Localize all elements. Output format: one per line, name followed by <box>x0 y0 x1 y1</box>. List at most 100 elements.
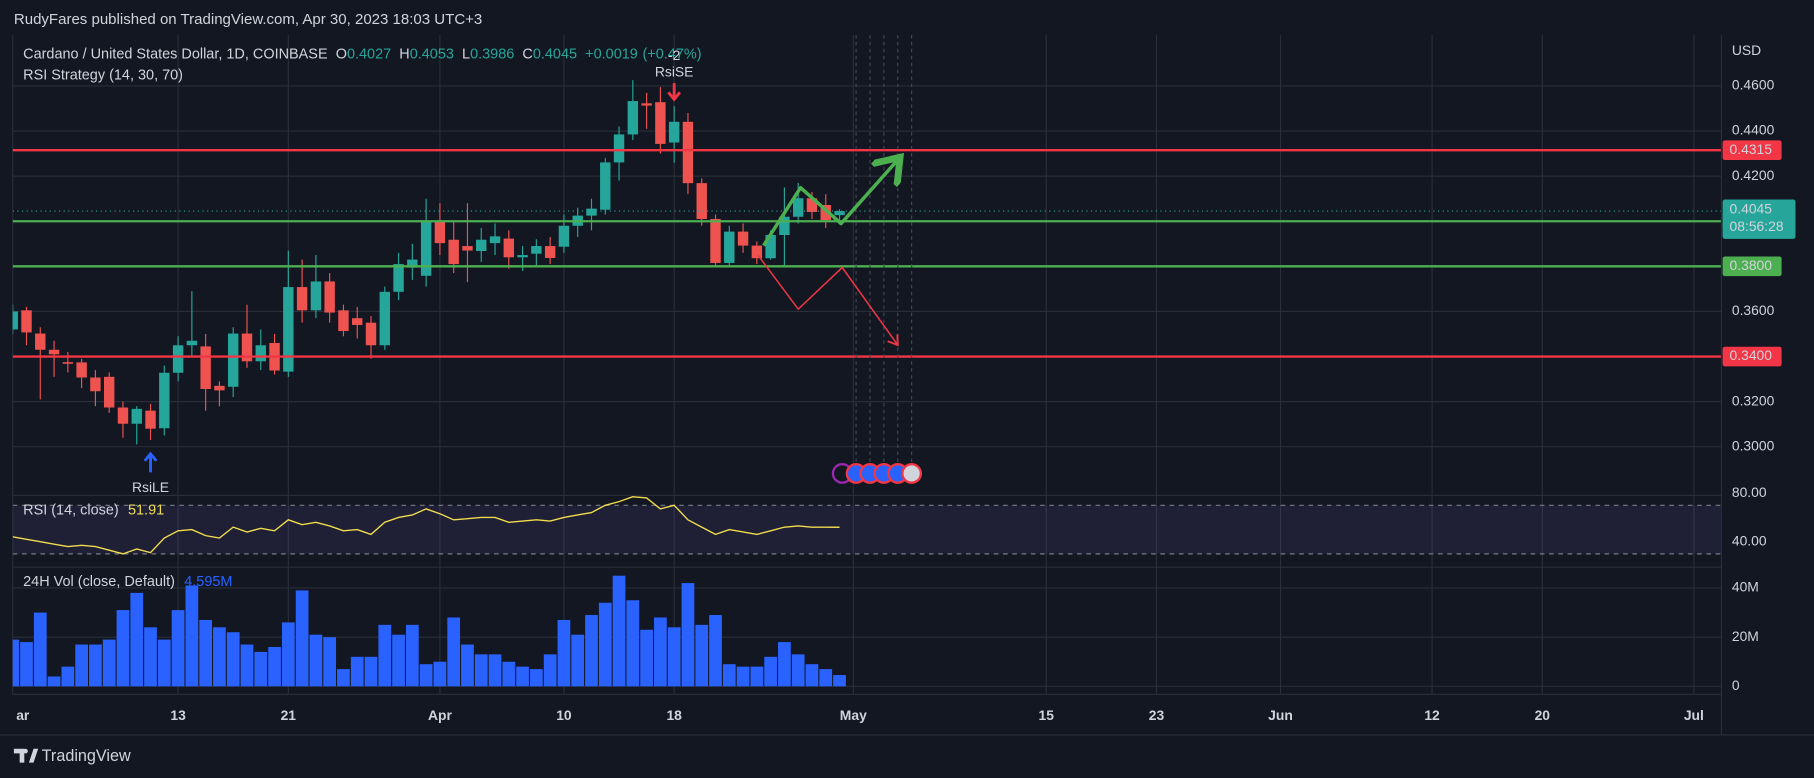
candle-body <box>737 231 749 246</box>
axes: ar 13 21 Apr 10 18 May 15 23 Jun 12 20 Jul 0.3000 0.32… <box>16 77 1796 723</box>
y-tick-label: 20M <box>1732 628 1759 644</box>
candle-body <box>407 259 418 268</box>
legend-key: L <box>462 46 470 62</box>
volume-bar <box>171 610 185 687</box>
volume-bar <box>709 615 722 687</box>
volume-bar <box>47 676 61 687</box>
candle-body <box>503 238 515 258</box>
rsi-line <box>12 496 840 555</box>
volume-bar <box>268 646 281 687</box>
volume-bar <box>378 624 392 687</box>
volume-bar <box>543 654 557 687</box>
last-price-label: 0.4045 <box>1730 201 1773 217</box>
volume-bar <box>598 602 612 687</box>
candle-body <box>765 234 776 259</box>
legend-value: 0.4053 <box>410 46 454 62</box>
y-tick-label: 0.4400 <box>1732 122 1775 138</box>
volume-bar <box>213 627 226 687</box>
y-tick-label: 0.4200 <box>1732 167 1775 183</box>
candle-body <box>682 121 694 184</box>
candle-body <box>724 231 735 263</box>
candle-body <box>296 287 308 311</box>
level-label-box <box>1722 346 1782 367</box>
volume-bar <box>226 632 240 687</box>
footer-logo <box>13 748 39 763</box>
y-tick-label: 40.00 <box>1732 532 1767 548</box>
candle-body <box>627 101 639 135</box>
bearish-projection <box>757 254 898 345</box>
candle-body <box>641 103 652 106</box>
volume-bar <box>419 664 433 687</box>
event-flags <box>831 463 923 484</box>
signal-arrow <box>143 451 158 473</box>
level-label-box <box>1722 140 1782 161</box>
y-tick-label: 0.3600 <box>1732 302 1775 318</box>
main-legend: Cardano / United States Dollar, 1D, COIN… <box>23 46 701 62</box>
volume-bar <box>654 617 667 687</box>
volume-bar <box>461 644 474 687</box>
footer-brand: TradingView <box>42 747 131 765</box>
candle-body <box>820 205 831 221</box>
candle-body <box>352 318 363 325</box>
volume-bar <box>530 669 543 687</box>
level-label: 0.4315 <box>1730 141 1773 157</box>
event-lines <box>855 34 913 469</box>
pane-separators <box>0 34 1814 736</box>
candle-body <box>613 134 625 163</box>
x-tick-label: ar <box>16 707 30 723</box>
volume-bar <box>323 637 337 687</box>
volume-bar <box>240 644 254 687</box>
currency-label: USD <box>1732 42 1761 58</box>
volume-bar <box>736 666 750 687</box>
candle-body <box>544 246 556 258</box>
x-tick-label: Jul <box>1684 707 1704 723</box>
drawings <box>757 34 923 484</box>
candle-body <box>324 281 335 313</box>
rsi-legend: RSI (14, close) 51.91 <box>23 502 164 518</box>
y-tick-label: 0.4600 <box>1732 77 1775 93</box>
volume-bar <box>612 575 626 687</box>
volume-bar <box>281 622 295 687</box>
volume-bar <box>488 654 502 687</box>
candle-body <box>145 410 156 429</box>
volume-bar <box>571 634 585 687</box>
strategy-legend: RSI Strategy (14, 30, 70) <box>23 67 183 83</box>
candle-body <box>710 218 721 263</box>
y-tick-label: 0.3000 <box>1732 437 1775 453</box>
candle-body <box>696 183 707 219</box>
volume-bar <box>350 656 364 687</box>
volume-bar <box>102 639 116 687</box>
volume-bar <box>750 666 764 687</box>
candle-body <box>103 376 115 408</box>
candle-body <box>310 281 322 311</box>
candle-body <box>668 121 680 143</box>
signal-arrow <box>667 83 682 102</box>
volume-bar <box>20 642 33 687</box>
candle-body <box>186 340 198 346</box>
x-tick-label: 18 <box>666 707 682 723</box>
volume-bar <box>130 592 144 687</box>
volume-bar <box>12 639 20 687</box>
x-tick-label: 20 <box>1535 707 1551 723</box>
candle-body <box>228 333 239 387</box>
candle-body <box>241 333 253 362</box>
signal-quantity: -2 <box>668 47 681 63</box>
volume-bar <box>640 629 653 687</box>
candle-body <box>448 239 459 265</box>
candle-body <box>255 345 266 362</box>
plot-area <box>12 80 1722 687</box>
volume-bar <box>392 634 405 687</box>
candle-body <box>393 264 404 292</box>
volume-bar <box>695 624 709 687</box>
x-tick-label: 15 <box>1039 707 1055 723</box>
volume-bar <box>626 600 640 687</box>
candle-body <box>792 198 804 217</box>
candle-body <box>131 408 142 424</box>
volume-bar <box>75 644 88 687</box>
volume-bar <box>516 666 529 687</box>
volume-bar <box>337 669 350 687</box>
candle-body <box>338 310 349 332</box>
candle-body <box>489 236 501 244</box>
